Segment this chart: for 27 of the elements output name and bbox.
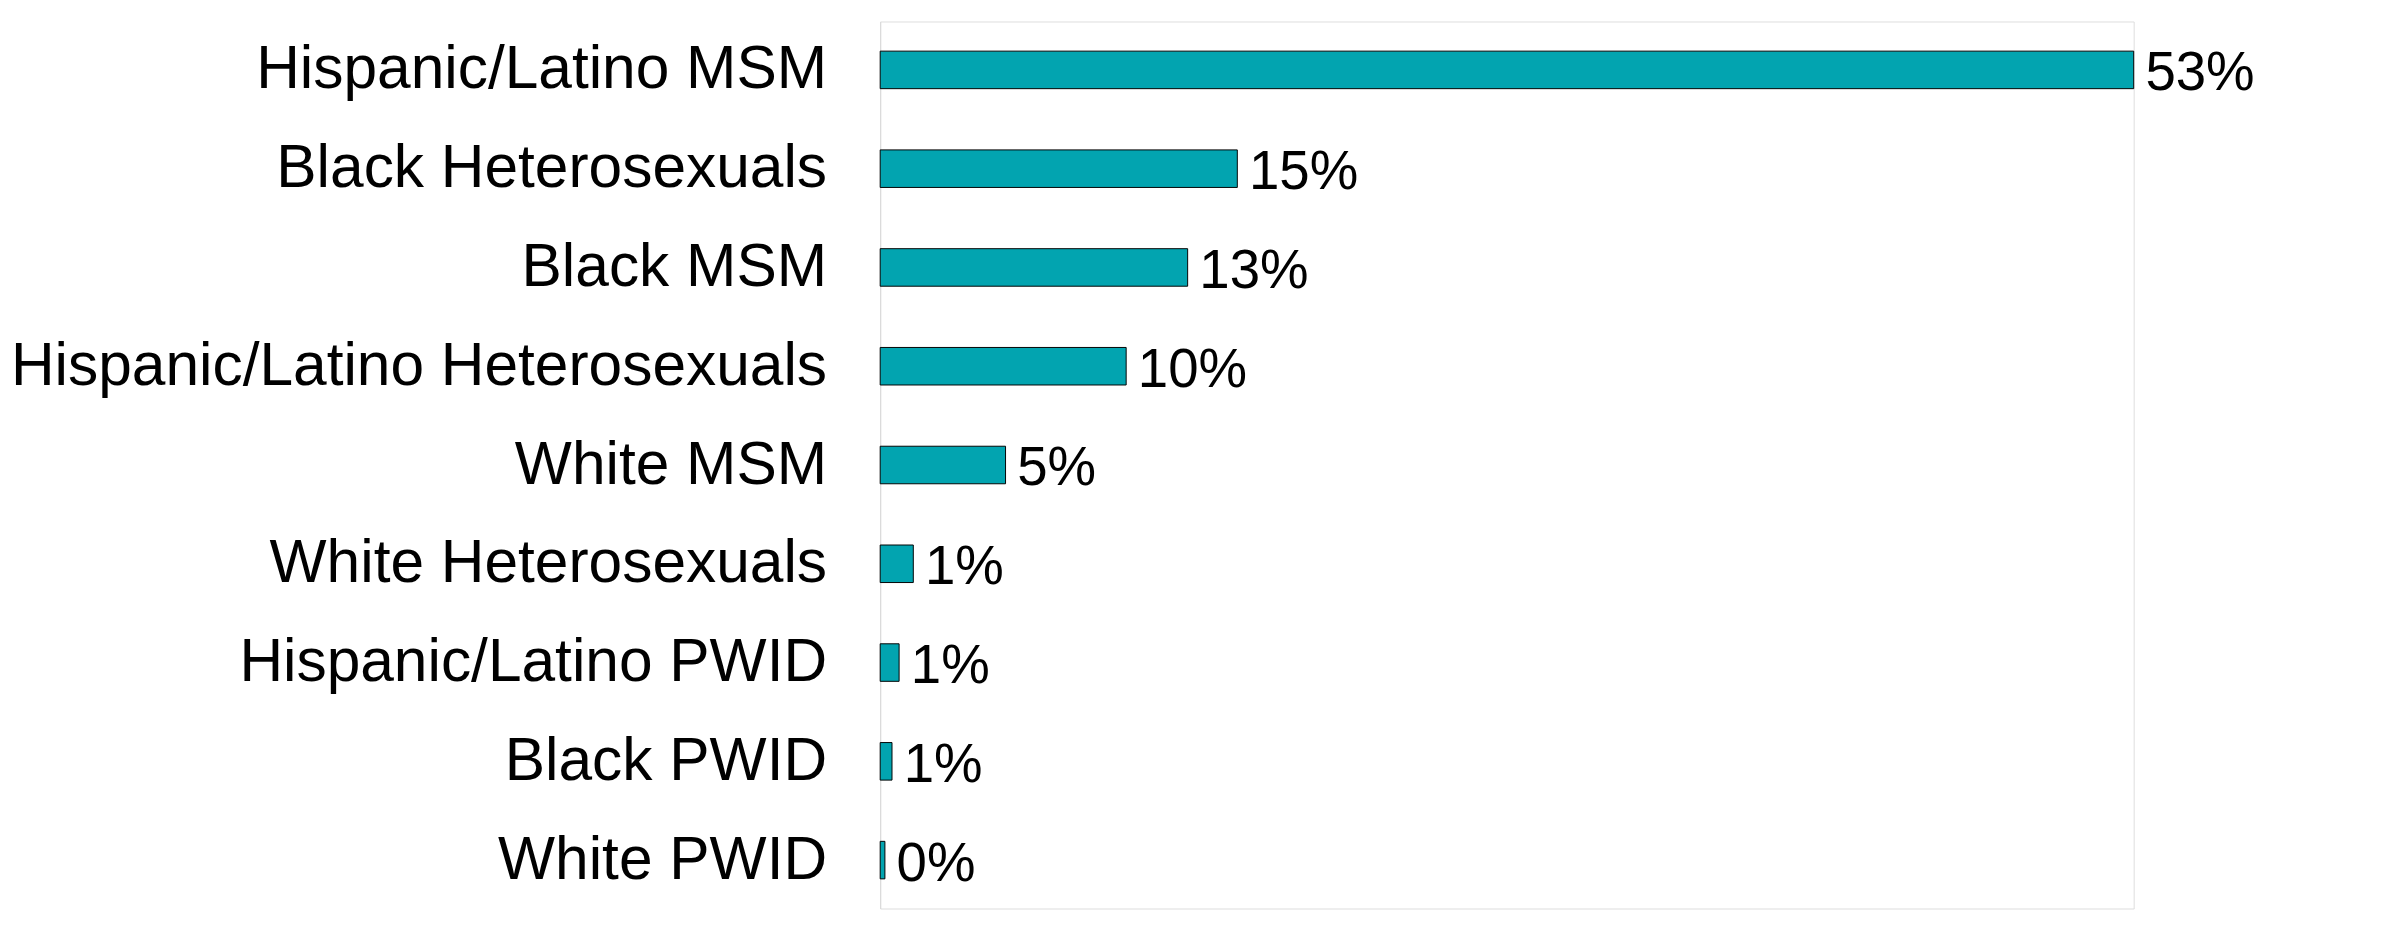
data-label: 5% [1017, 436, 1097, 498]
data-label: 1% [910, 634, 990, 696]
y-tick-label: Hispanic/Latino MSM [256, 33, 828, 102]
bar [879, 544, 914, 584]
y-tick-label: Black MSM [521, 230, 828, 299]
data-label: 0% [896, 831, 976, 893]
y-tick-label: White PWID [498, 823, 828, 892]
bar [879, 643, 900, 682]
bar [879, 346, 1127, 386]
bar [879, 149, 1238, 188]
bar [879, 445, 1007, 485]
data-label: 15% [1249, 140, 1359, 202]
y-tick-label: White Heterosexuals [269, 527, 828, 596]
data-label: 13% [1199, 238, 1309, 300]
data-label: 10% [1137, 337, 1248, 399]
bar [879, 840, 886, 880]
y-tick-label: White MSM [514, 428, 828, 497]
bar [879, 50, 2135, 90]
y-tick-label: Hispanic/Latino Heterosexuals [10, 329, 828, 398]
data-label: 1% [903, 732, 983, 794]
bar [879, 248, 1189, 287]
y-tick-label: Black Heterosexuals [276, 132, 828, 201]
bar [879, 742, 893, 781]
y-tick-label: Hispanic/Latino PWID [239, 626, 828, 695]
data-label: 53% [2145, 41, 2255, 103]
y-tick-label: Black PWID [504, 724, 828, 793]
data-label: 1% [924, 535, 1004, 597]
